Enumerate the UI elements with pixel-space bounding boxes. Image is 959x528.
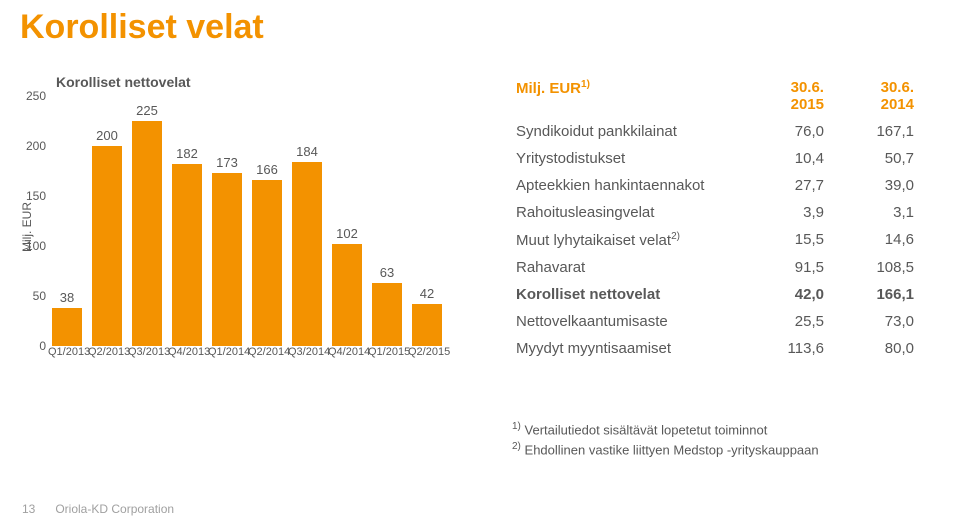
bar-value-label: 173 <box>212 155 242 170</box>
bar-value-label: 42 <box>412 286 442 301</box>
row-v2: 167,1 <box>830 118 920 145</box>
table-row: Yritystodistukset10,450,7 <box>510 145 920 172</box>
footnote-1: Vertailutiedot sisältävät lopetetut toim… <box>521 422 767 437</box>
row-label: Muut lyhytaikaiset velat2) <box>510 226 742 254</box>
footnote-2-sup: 2) <box>512 441 521 452</box>
bar: 42 <box>412 304 442 346</box>
row-label: Apteekkien hankintaennakot <box>510 172 742 199</box>
bar: 225 <box>132 121 162 346</box>
y-tick: 250 <box>20 89 46 103</box>
table-row: Muut lyhytaikaiset velat2)15,514,6 <box>510 226 920 254</box>
x-tick: Q2/2013 <box>88 346 126 358</box>
bar-value-label: 102 <box>332 226 362 241</box>
bar-value-label: 63 <box>372 265 402 280</box>
row-label: Nettovelkaantumisaste <box>510 308 742 335</box>
row-label: Korolliset nettovelat <box>510 281 742 308</box>
footer-text: Oriola-KD Corporation <box>55 502 174 516</box>
bar: 173 <box>212 173 242 346</box>
row-v2: 73,0 <box>830 308 920 335</box>
x-tick: Q3/2014 <box>288 346 326 358</box>
row-v1: 113,6 <box>742 335 830 362</box>
x-tick: Q2/2014 <box>248 346 286 358</box>
bar: 166 <box>252 180 282 346</box>
row-v2: 39,0 <box>830 172 920 199</box>
y-tick: 50 <box>20 289 46 303</box>
bar: 102 <box>332 244 362 346</box>
row-v1: 15,5 <box>742 226 830 254</box>
row-v1: 76,0 <box>742 118 830 145</box>
table-header-col2: 30.6. 2014 <box>830 74 920 118</box>
data-table: Milj. EUR1)30.6. 201530.6. 2014Syndikoid… <box>510 74 920 362</box>
row-label: Yritystodistukset <box>510 145 742 172</box>
y-tick: 100 <box>20 239 46 253</box>
row-v1: 27,7 <box>742 172 830 199</box>
footnotes: 1) Vertailutiedot sisältävät lopetetut t… <box>512 420 819 459</box>
x-tick: Q4/2013 <box>168 346 206 358</box>
x-tick: Q4/2014 <box>328 346 366 358</box>
x-tick: Q3/2013 <box>128 346 166 358</box>
footer: 13 Oriola-KD Corporation <box>22 502 174 516</box>
table-row: Rahoitusleasingvelat3,93,1 <box>510 199 920 226</box>
row-v1: 42,0 <box>742 281 830 308</box>
chart-plot-area: 382002251821731661841026342 <box>52 96 452 346</box>
x-tick: Q1/2015 <box>368 346 406 358</box>
table-header-label: Milj. EUR1) <box>510 74 742 118</box>
row-v2: 14,6 <box>830 226 920 254</box>
y-tick: 200 <box>20 139 46 153</box>
row-label: Myydyt myyntisaamiset <box>510 335 742 362</box>
row-v1: 91,5 <box>742 254 830 281</box>
bar-value-label: 200 <box>92 128 122 143</box>
bar-chart: Korolliset nettovelat Milj. EUR 05010015… <box>52 74 482 376</box>
table-row: Nettovelkaantumisaste25,573,0 <box>510 308 920 335</box>
page-title: Korolliset velat <box>20 8 264 47</box>
row-v1: 25,5 <box>742 308 830 335</box>
row-v2: 80,0 <box>830 335 920 362</box>
table-row: Syndikoidut pankkilainat76,0167,1 <box>510 118 920 145</box>
y-tick: 150 <box>20 189 46 203</box>
page-number: 13 <box>22 502 52 516</box>
row-v2: 108,5 <box>830 254 920 281</box>
x-tick: Q1/2013 <box>48 346 86 358</box>
bar-value-label: 38 <box>52 290 82 305</box>
bar: 38 <box>52 308 82 346</box>
table-row: Myydyt myyntisaamiset113,680,0 <box>510 335 920 362</box>
chart-title: Korolliset nettovelat <box>52 74 482 90</box>
row-v1: 10,4 <box>742 145 830 172</box>
bar: 184 <box>292 162 322 346</box>
footnote-1-sup: 1) <box>512 421 521 432</box>
x-tick: Q1/2014 <box>208 346 246 358</box>
y-tick: 0 <box>20 339 46 353</box>
bar-value-label: 184 <box>292 144 322 159</box>
x-tick: Q2/2015 <box>408 346 446 358</box>
bar: 63 <box>372 283 402 346</box>
bar: 200 <box>92 146 122 346</box>
bar: 182 <box>172 164 202 346</box>
table-row: Korolliset nettovelat42,0166,1 <box>510 281 920 308</box>
table-row: Apteekkien hankintaennakot27,739,0 <box>510 172 920 199</box>
row-label: Rahoitusleasingvelat <box>510 199 742 226</box>
bar-value-label: 182 <box>172 146 202 161</box>
row-v2: 166,1 <box>830 281 920 308</box>
bar-value-label: 166 <box>252 162 282 177</box>
row-v2: 50,7 <box>830 145 920 172</box>
row-label: Rahavarat <box>510 254 742 281</box>
bar-value-label: 225 <box>132 103 162 118</box>
row-v1: 3,9 <box>742 199 830 226</box>
footnote-2: Ehdollinen vastike liittyen Medstop -yri… <box>521 442 819 457</box>
table-row: Rahavarat91,5108,5 <box>510 254 920 281</box>
table-header-row: Milj. EUR1)30.6. 201530.6. 2014 <box>510 74 920 118</box>
row-label: Syndikoidut pankkilainat <box>510 118 742 145</box>
row-v2: 3,1 <box>830 199 920 226</box>
table-header-col1: 30.6. 2015 <box>742 74 830 118</box>
